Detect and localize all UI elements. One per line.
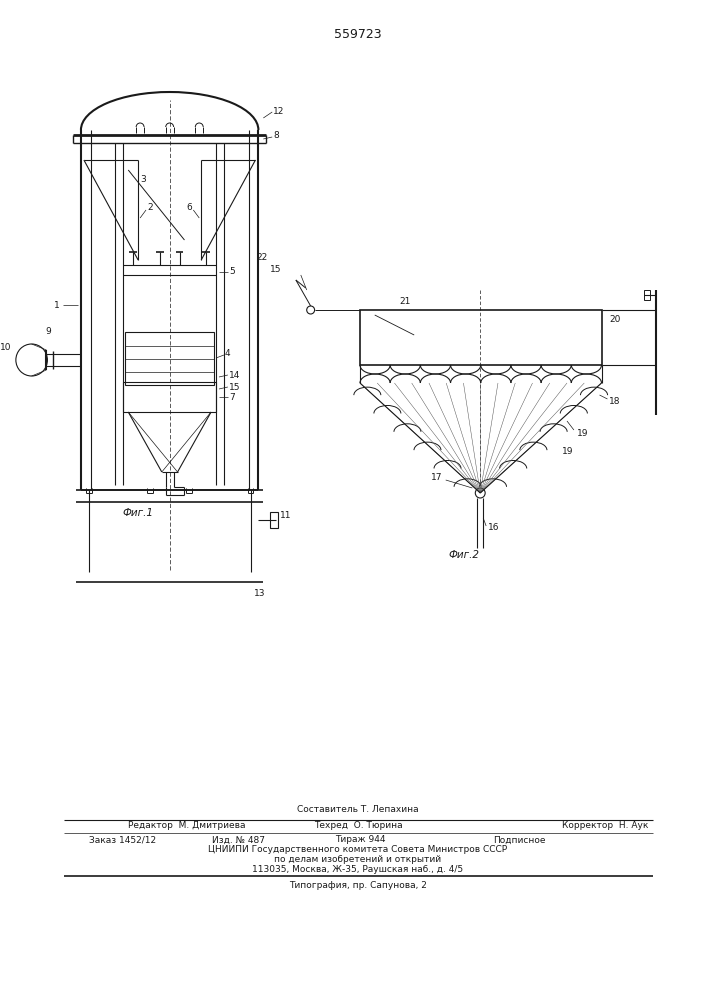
Text: Изд. № 487: Изд. № 487 bbox=[212, 836, 265, 844]
Bar bbox=[360, 310, 602, 365]
Text: 559723: 559723 bbox=[334, 28, 382, 41]
Text: 3: 3 bbox=[140, 176, 146, 184]
Text: Корректор  Н. Аук: Корректор Н. Аук bbox=[562, 822, 648, 830]
Text: 10: 10 bbox=[1, 342, 12, 352]
Text: Редактор  М. Дмитриева: Редактор М. Дмитриева bbox=[128, 822, 246, 830]
Text: 12: 12 bbox=[273, 106, 284, 115]
Text: Фиг.2: Фиг.2 bbox=[448, 550, 479, 560]
Text: Заказ 1452/12: Заказ 1452/12 bbox=[89, 836, 156, 844]
Text: Фиг.1: Фиг.1 bbox=[122, 508, 153, 518]
Text: 20: 20 bbox=[609, 316, 621, 324]
Bar bbox=[123, 382, 216, 412]
Text: ЦНИИПИ Государственного комитета Совета Министров СССР: ЦНИИПИ Государственного комитета Совета … bbox=[209, 846, 508, 854]
Text: 19: 19 bbox=[562, 446, 573, 456]
Text: 21: 21 bbox=[399, 298, 411, 306]
Bar bbox=[125, 332, 214, 385]
Text: 18: 18 bbox=[609, 396, 621, 406]
Text: 15: 15 bbox=[229, 382, 240, 391]
Text: 8: 8 bbox=[273, 131, 279, 140]
Text: Подписное: Подписное bbox=[493, 836, 546, 844]
Text: 16: 16 bbox=[488, 524, 500, 532]
Text: 22: 22 bbox=[257, 253, 268, 262]
Text: 11: 11 bbox=[280, 512, 291, 520]
Text: 15: 15 bbox=[269, 265, 281, 274]
Text: 4: 4 bbox=[225, 349, 230, 358]
Text: 2: 2 bbox=[147, 204, 153, 213]
Text: Тираж 944: Тираж 944 bbox=[335, 836, 386, 844]
Text: 113035, Москва, Ж-35, Раушская наб., д. 4/5: 113035, Москва, Ж-35, Раушская наб., д. … bbox=[252, 865, 464, 874]
Text: 7: 7 bbox=[229, 392, 235, 401]
Text: 6: 6 bbox=[187, 204, 192, 213]
Text: 14: 14 bbox=[229, 370, 240, 379]
Bar bbox=[644, 290, 650, 300]
Text: 9: 9 bbox=[46, 328, 52, 336]
Text: Составитель Т. Лепахина: Составитель Т. Лепахина bbox=[297, 806, 419, 814]
Text: 1: 1 bbox=[54, 300, 59, 310]
Text: 5: 5 bbox=[229, 267, 235, 276]
Text: 13: 13 bbox=[254, 589, 265, 598]
Text: 19: 19 bbox=[577, 428, 588, 438]
Text: Типография, пр. Сапунова, 2: Типография, пр. Сапунова, 2 bbox=[289, 882, 427, 890]
Text: Техред  О. Тюрина: Техред О. Тюрина bbox=[314, 822, 402, 830]
Text: по делам изобретений и открытий: по делам изобретений и открытий bbox=[274, 856, 442, 864]
Text: 17: 17 bbox=[431, 474, 443, 483]
Bar bbox=[270, 512, 278, 528]
